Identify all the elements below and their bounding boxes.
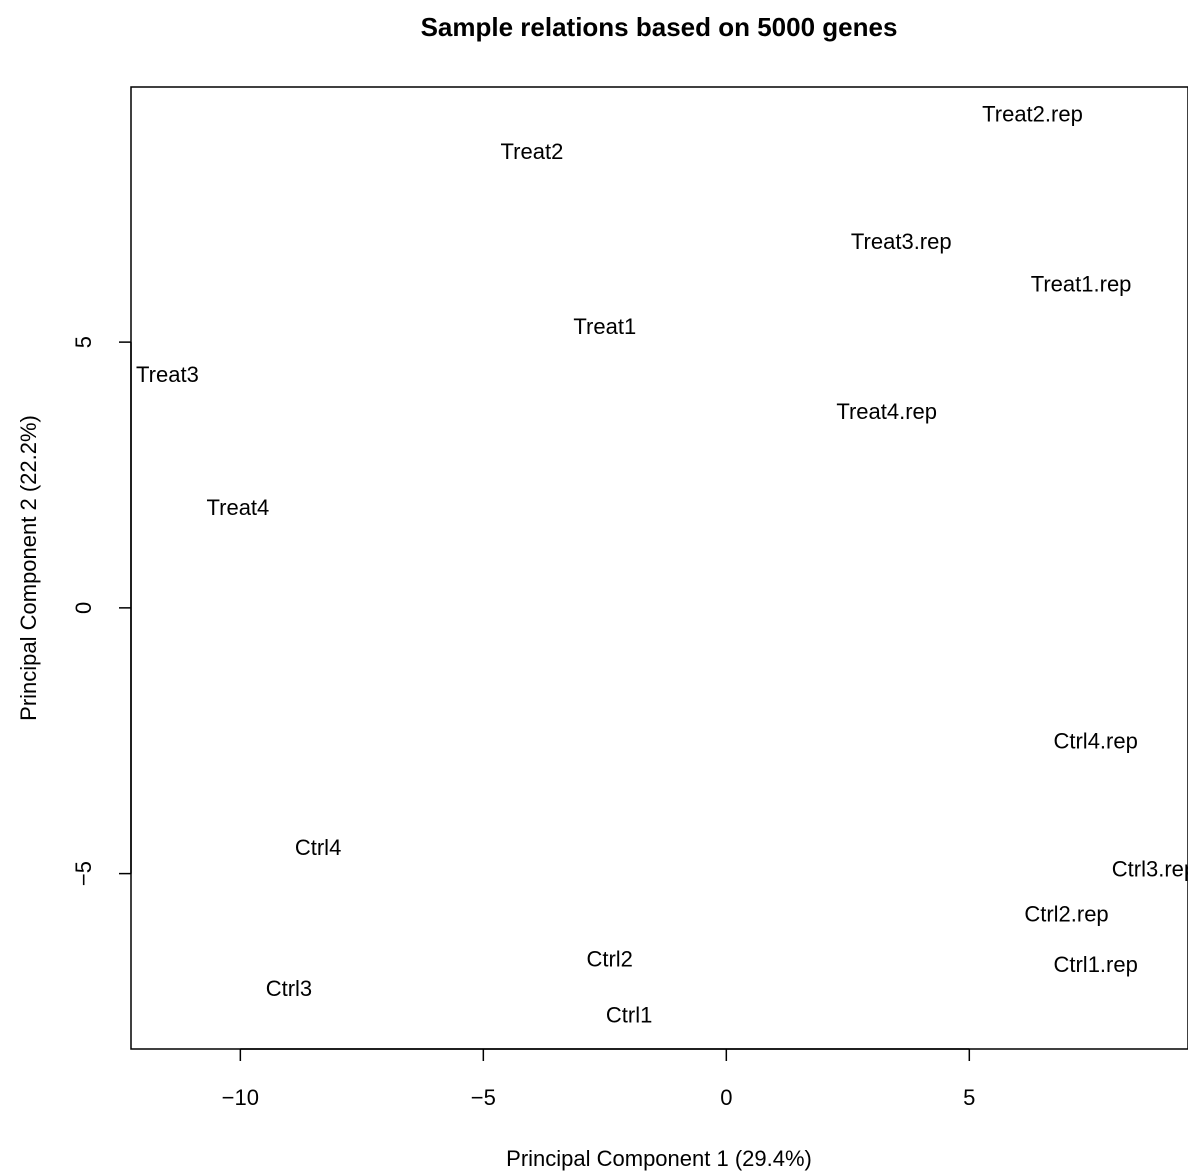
- point-label-treat1-rep: Treat1.rep: [1031, 272, 1132, 297]
- point-label-ctrl1: Ctrl1: [606, 1002, 652, 1027]
- y-axis: −5 0 5: [71, 336, 132, 886]
- point-label-treat4-rep: Treat4.rep: [836, 399, 937, 424]
- x-tick-label: 5: [963, 1085, 975, 1110]
- point-label-treat4: Treat4: [207, 495, 270, 520]
- point-label-ctrl3: Ctrl3: [266, 976, 312, 1001]
- point-label-ctrl4: Ctrl4: [295, 835, 341, 860]
- x-tick-label: −5: [471, 1085, 496, 1110]
- point-label-treat3-rep: Treat3.rep: [851, 229, 952, 254]
- point-label-treat3: Treat3: [136, 362, 199, 387]
- point-label-ctrl3-rep: Ctrl3.rep: [1112, 856, 1188, 881]
- y-axis-label: Principal Component 2 (22.2%): [16, 415, 41, 721]
- x-axis: −10 −5 0 5: [222, 1048, 975, 1110]
- point-label-ctrl2: Ctrl2: [586, 947, 632, 972]
- point-label-treat2: Treat2: [501, 139, 564, 164]
- point-label-treat2-rep: Treat2.rep: [982, 102, 1083, 127]
- y-tick-label: −5: [71, 861, 96, 886]
- x-tick-label: 0: [720, 1085, 732, 1110]
- y-tick-label: 5: [71, 336, 96, 348]
- point-label-ctrl2-rep: Ctrl2.rep: [1024, 901, 1108, 926]
- x-tick-label: −10: [222, 1085, 259, 1110]
- point-label-treat1: Treat1: [573, 314, 636, 339]
- point-labels: Treat2.rep Treat2 Treat3.rep Treat1.rep Trea…: [136, 102, 1188, 1028]
- point-label-ctrl4-rep: Ctrl4.rep: [1053, 729, 1137, 754]
- chart-title: Sample relations based on 5000 genes: [421, 12, 898, 42]
- x-axis-label: Principal Component 1 (29.4%): [506, 1146, 812, 1171]
- point-label-ctrl1-rep: Ctrl1.rep: [1053, 952, 1137, 977]
- y-tick-label: 0: [71, 602, 96, 614]
